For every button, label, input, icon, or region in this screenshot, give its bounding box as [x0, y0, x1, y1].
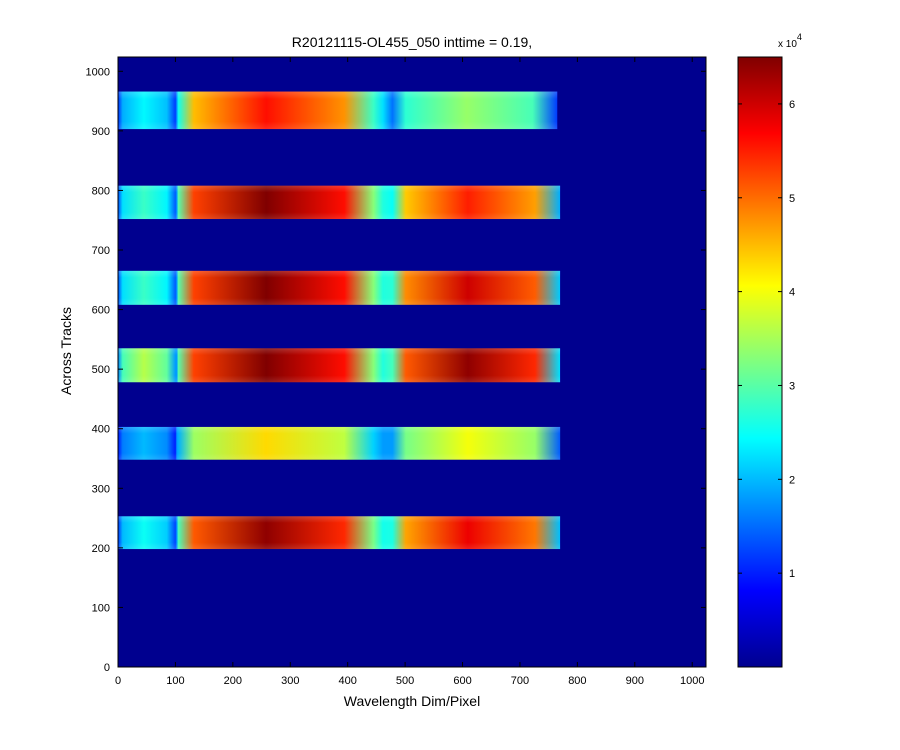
- colorbar-ticks: 1 2 3 4 5 6: [738, 99, 795, 580]
- y-tick-label: 100: [92, 602, 110, 614]
- stripe-shade-2: [118, 426, 561, 460]
- x-tick-label: 900: [626, 675, 644, 687]
- y-tick-label: 200: [92, 543, 110, 555]
- y-tick-label: 500: [92, 364, 110, 376]
- stripe-shade-3: [118, 348, 561, 383]
- x-tick-label: 100: [166, 675, 184, 687]
- plot-frame: [117, 56, 707, 668]
- colorbar-exponent-label: x 104: [778, 32, 802, 50]
- colorbar: [737, 56, 783, 668]
- colorbar-exponent: 4: [797, 32, 802, 42]
- stripe-shade-1: [118, 516, 561, 550]
- colorbar-tick-label: 2: [789, 474, 795, 486]
- x-tick-label: 1000: [680, 675, 704, 687]
- y-tick-label: 700: [92, 245, 110, 257]
- y-tick-label: 0: [104, 662, 110, 674]
- heatmap-stripes: [118, 91, 561, 550]
- y-tick-label: 600: [92, 305, 110, 317]
- x-tick-label: 300: [281, 675, 299, 687]
- stripe-shade-5: [118, 185, 561, 220]
- x-tick-label: 600: [453, 675, 471, 687]
- x-tick-label: 800: [568, 675, 586, 687]
- y-axis-ticks: 0 100 200 300 400 500 600 700 800 900 1000: [86, 66, 706, 674]
- x-tick-label: 200: [224, 675, 242, 687]
- colorbar-tick-label: 6: [789, 99, 795, 111]
- y-axis-label: Across Tracks: [58, 307, 74, 395]
- x-tick-label: 700: [511, 675, 529, 687]
- colorbar-tick-label: 4: [789, 287, 795, 299]
- x-tick-label: 0: [115, 675, 121, 687]
- y-tick-label: 800: [92, 185, 110, 197]
- stripe-shade-6: [118, 91, 558, 130]
- colorbar-tick-label: 5: [789, 193, 795, 205]
- colorbar-tick-label: 1: [789, 568, 795, 580]
- y-tick-label: 900: [92, 126, 110, 138]
- stripe-shade-4: [118, 270, 561, 305]
- x-tick-label: 500: [396, 675, 414, 687]
- y-tick-label: 300: [92, 483, 110, 495]
- y-tick-label: 1000: [86, 66, 110, 78]
- x-tick-label: 400: [339, 675, 357, 687]
- x-axis-label: Wavelength Dim/Pixel: [344, 693, 480, 709]
- x-axis-ticks: 0 100 200 300 400 500 600 700 800 900 1000: [115, 57, 704, 687]
- chart-title: R20121115-OL455_050 inttime = 0.19,: [292, 34, 532, 50]
- colorbar-tick-label: 3: [789, 380, 795, 392]
- colorbar-exponent-base: x 10: [778, 39, 797, 50]
- y-tick-label: 400: [92, 424, 110, 436]
